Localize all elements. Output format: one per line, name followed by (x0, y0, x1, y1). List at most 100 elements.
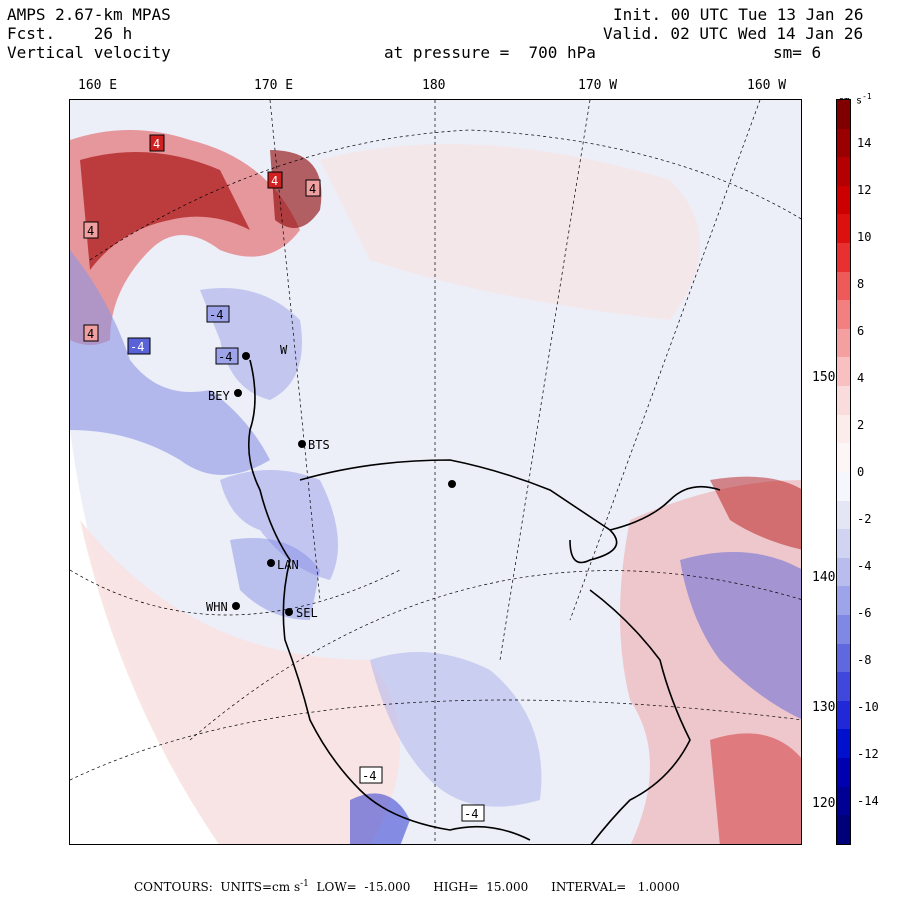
colorbar-label: 4 (857, 371, 865, 385)
map-panel: BTS LAN WHN SEL BEY W 4 4 4 4 4 -4 -4 -4 (69, 99, 802, 845)
station-sel (285, 608, 293, 616)
station-w (242, 352, 250, 360)
colorbar-swatch (837, 328, 850, 358)
colorbar-swatch (837, 414, 850, 444)
station-whn-label: WHN (206, 600, 228, 614)
meridian-170w (499, 100, 591, 661)
colorbar-swatch (837, 157, 850, 186)
colorbar-label: 12 (857, 183, 872, 197)
station-bts-label: BTS (308, 438, 330, 452)
off-domain-area (70, 430, 219, 844)
lon-tick-170w: 170 W (578, 78, 618, 93)
colorbar-label: -14 (857, 794, 879, 808)
colorbar-label: -12 (857, 747, 879, 761)
colorbar-swatch (837, 786, 850, 816)
colorbar-swatch (837, 100, 850, 129)
blue-patch-south (370, 652, 542, 807)
box-label-3: 4 (309, 182, 316, 196)
smoothing: sm= 6 (773, 43, 822, 62)
box-label-5: 4 (87, 327, 94, 341)
footer-contours: CONTOURS: UNITS=cm s-1 LOW= -15.000 HIGH… (134, 879, 680, 894)
box-label-7: -4 (209, 308, 223, 322)
coast-east (609, 485, 721, 531)
colorbar-swatch (837, 815, 850, 844)
colorbar-swatch (837, 557, 850, 587)
colorbar-label: -8 (857, 653, 872, 667)
stations (232, 352, 456, 616)
lon-tick-160e: 160 E (78, 78, 118, 93)
colorbar-swatch (837, 729, 850, 759)
colorbar-swatch (837, 386, 850, 415)
pink-wash-north (320, 144, 700, 320)
colorbar-swatch (837, 643, 850, 673)
box-label-1: 4 (153, 137, 160, 151)
colorbar-label: 0 (857, 465, 865, 479)
station-whn (232, 602, 240, 610)
colorbar-swatch (837, 586, 850, 615)
station-w-label: W (280, 343, 288, 357)
box-label-8: -4 (218, 350, 232, 364)
station-bey-label: BEY (208, 389, 230, 403)
forecast-hour: Fcst. 26 h (7, 24, 133, 43)
colorbar-label: 2 (857, 418, 865, 432)
colorbar-label: 8 (857, 277, 865, 291)
colorbar-label: -2 (857, 512, 872, 526)
init-time: Init. 00 UTC Tue 13 Jan 26 (613, 5, 864, 24)
lon-tick-170e: 170 E (254, 78, 294, 93)
colorbar-swatch (837, 529, 850, 558)
colorbar-label: 14 (857, 136, 872, 150)
station-labels: BTS LAN WHN SEL BEY W (206, 343, 330, 620)
parallel-4 (70, 699, 801, 781)
blue-zone-nw (70, 250, 270, 475)
colorbar (836, 99, 851, 845)
colorbar-swatch (837, 243, 850, 272)
colorbar-swatch (837, 700, 850, 730)
blue-patch-central (220, 470, 338, 580)
blue-patch-central2 (230, 538, 320, 620)
station-sel-label: SEL (296, 606, 318, 620)
station-mcmurdo (448, 480, 456, 488)
box-label-10: -4 (464, 807, 478, 821)
colorbar-swatch (837, 471, 850, 501)
station-lan (267, 559, 275, 567)
colorbar-swatch (837, 300, 850, 329)
colorbar-swatch (837, 672, 850, 701)
colorbar-label: 10 (857, 230, 872, 244)
colorbar-swatch (837, 214, 850, 244)
coastline (247, 359, 721, 844)
model-title: AMPS 2.67-km MPAS (7, 5, 171, 24)
colorbar-swatch (837, 758, 850, 787)
colorbar-label: -10 (857, 700, 879, 714)
map-field: BTS LAN WHN SEL BEY W 4 4 4 4 4 -4 -4 -4 (70, 100, 801, 844)
red-zone-se2 (710, 733, 801, 844)
dark-red-se (710, 476, 801, 550)
colorbar-swatch (837, 443, 850, 472)
station-bey (234, 389, 242, 397)
blue-zone-se (680, 552, 801, 720)
ross-ice-front (299, 459, 618, 564)
station-lan-label: LAN (277, 558, 299, 572)
box-label-2: 4 (271, 174, 278, 188)
colorbar-label: -6 (857, 606, 872, 620)
lon-tick-180: 180 (422, 78, 446, 93)
field-name: Vertical velocity (7, 43, 171, 62)
coast-west (247, 359, 531, 841)
coast-se (589, 589, 691, 844)
colorbar-swatch (837, 614, 850, 644)
contour-labels: 4 4 4 4 4 -4 -4 -4 -4 -4 (83, 134, 485, 822)
box-label-4: 4 (87, 224, 94, 238)
pink-wash-sw (80, 520, 400, 844)
lon-tick-160w: 160 W (747, 78, 787, 93)
dark-red-nw (80, 152, 250, 270)
dark-red-n (270, 150, 322, 228)
colorbar-swatch (837, 500, 850, 530)
colorbar-label: 6 (857, 324, 865, 338)
pressure-level: at pressure = 700 hPa (384, 43, 596, 62)
box-label-6: -4 (130, 340, 144, 354)
blue-patch-south2 (350, 793, 410, 844)
meridian-160w (569, 100, 761, 621)
colorbar-label: -4 (857, 559, 872, 573)
colorbar-swatch (837, 271, 850, 301)
colorbar-swatch (837, 357, 850, 387)
parallel-2 (70, 569, 401, 616)
